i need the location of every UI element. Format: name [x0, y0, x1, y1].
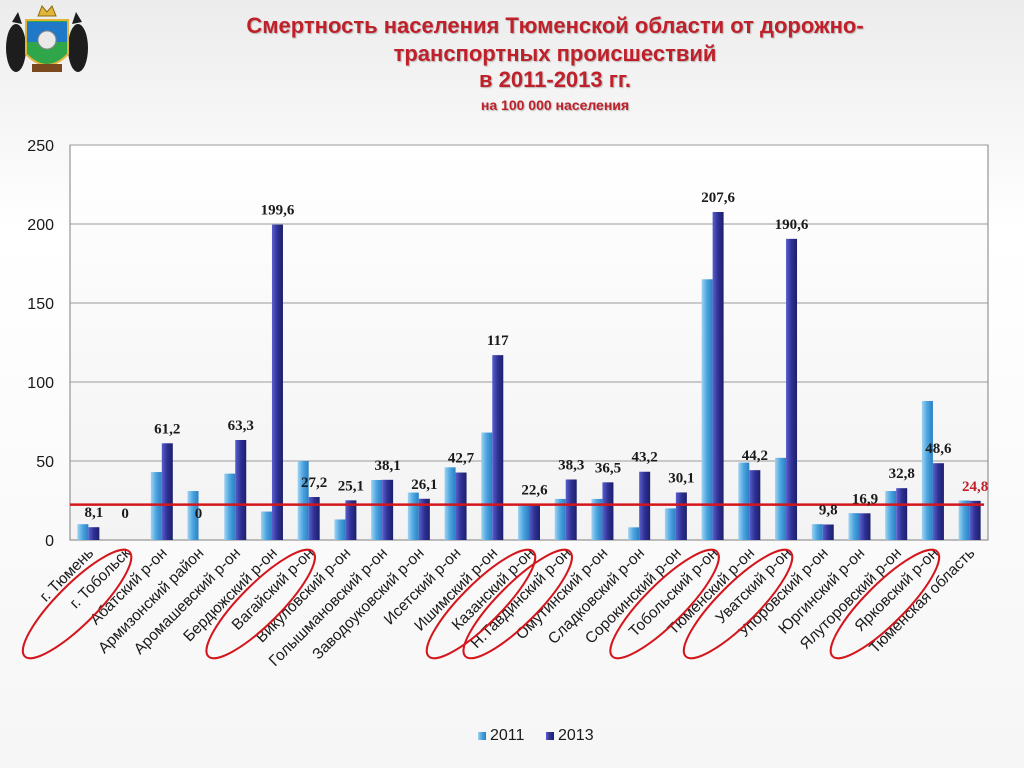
bar-2011 — [187, 491, 199, 540]
bar-2013 — [786, 238, 798, 541]
bar-2011 — [811, 524, 823, 540]
bar-2011 — [885, 491, 897, 540]
data-label: 0 — [121, 506, 129, 522]
data-label: 32,8 — [889, 466, 915, 482]
y-tick-label: 100 — [27, 375, 54, 392]
bar-2013 — [88, 527, 100, 540]
legend-swatch-2011 — [478, 732, 486, 740]
bar-2013 — [161, 443, 173, 540]
bar-2011 — [775, 457, 787, 540]
y-tick-label: 50 — [36, 454, 54, 471]
bar-2011 — [958, 500, 970, 540]
bar-2013 — [529, 504, 540, 540]
bar-2011 — [921, 400, 933, 540]
bar-2013 — [859, 513, 871, 540]
highlight-ellipse — [425, 548, 537, 660]
bar-2011 — [77, 524, 89, 540]
bar-2013 — [932, 463, 944, 540]
legend-label-2011: 2011 — [490, 727, 525, 744]
coat-of-arms-icon — [6, 5, 88, 72]
data-label: 117 — [487, 333, 509, 349]
bar-2011 — [224, 473, 236, 540]
y-tick-label: 150 — [27, 296, 54, 313]
bar-2011 — [260, 511, 272, 540]
data-label: 48,6 — [925, 441, 952, 457]
data-label: 38,1 — [374, 458, 400, 474]
data-label: 26,1 — [411, 477, 437, 493]
bar-2013 — [639, 471, 651, 540]
bar-2013 — [455, 472, 467, 540]
highlight-ellipse — [682, 548, 794, 660]
bar-2013 — [675, 492, 687, 540]
bar-2011 — [371, 479, 383, 540]
data-label: 16,9 — [852, 491, 878, 507]
data-label: 24,8 — [962, 479, 988, 495]
bar-2011 — [848, 513, 860, 540]
highlight-ellipse — [609, 548, 720, 660]
bar-2011 — [738, 462, 750, 540]
y-tick-label: 0 — [45, 533, 54, 550]
plot-area — [69, 144, 989, 541]
data-label: 63,3 — [228, 418, 254, 434]
data-label: 38,3 — [558, 457, 584, 473]
data-label: 25,1 — [338, 478, 364, 494]
legend-swatch-2013 — [546, 732, 554, 740]
bar-2011 — [518, 505, 529, 540]
data-label: 27,2 — [301, 475, 327, 491]
bar-2013 — [565, 479, 577, 540]
bar-2013 — [345, 500, 357, 540]
bar-2011 — [664, 508, 676, 540]
bar-2011 — [554, 498, 566, 540]
data-label: 9,8 — [819, 503, 838, 519]
bar-2013 — [271, 224, 283, 540]
bar-2013 — [308, 497, 320, 540]
chart-title-line-3: в 2011-2013 гг. — [479, 67, 631, 92]
chart-title-line-2: транспортных происшествий — [393, 41, 717, 66]
highlight-ellipse — [829, 548, 941, 660]
highlight-ellipse — [21, 548, 133, 660]
bar-2013 — [418, 498, 430, 540]
chart-title-line-1: Смертность населения Тюменской области о… — [246, 13, 864, 38]
legend-label-2013: 2013 — [558, 727, 594, 744]
bar-2013 — [602, 482, 614, 540]
bar-2013 — [896, 488, 908, 540]
chart-subtitle: на 100 000 населения — [480, 97, 630, 113]
data-label: 61,2 — [154, 421, 180, 437]
bar-2013 — [235, 439, 247, 540]
data-label: 36,5 — [595, 460, 621, 476]
data-label: 207,6 — [701, 190, 735, 206]
highlight-ellipse — [205, 548, 316, 660]
bar-2011 — [481, 432, 493, 540]
data-label: 199,6 — [261, 203, 295, 219]
bar-2013 — [382, 479, 394, 540]
data-label: 0 — [195, 506, 203, 522]
bar-2013 — [712, 211, 724, 540]
bar-2011 — [628, 527, 640, 540]
bar-2011 — [297, 461, 309, 540]
bar-2011 — [334, 519, 346, 540]
data-label: 8,1 — [84, 505, 103, 521]
y-tick-label: 200 — [27, 217, 54, 234]
bar-2011 — [591, 498, 603, 540]
bar-2013 — [969, 500, 981, 540]
highlight-ellipse — [462, 548, 573, 660]
data-label: 30,1 — [668, 470, 694, 486]
data-label: 42,7 — [448, 451, 475, 467]
bar-2013 — [822, 524, 834, 540]
bar-2013 — [492, 355, 504, 540]
bar-2011 — [150, 472, 162, 540]
data-label: 44,2 — [742, 448, 768, 464]
bar-2011 — [701, 279, 713, 540]
bar-2011 — [407, 492, 419, 540]
data-label: 22,6 — [521, 482, 548, 498]
y-tick-label: 250 — [27, 138, 54, 155]
data-label: 190,6 — [775, 217, 809, 233]
data-label: 43,2 — [632, 450, 658, 466]
